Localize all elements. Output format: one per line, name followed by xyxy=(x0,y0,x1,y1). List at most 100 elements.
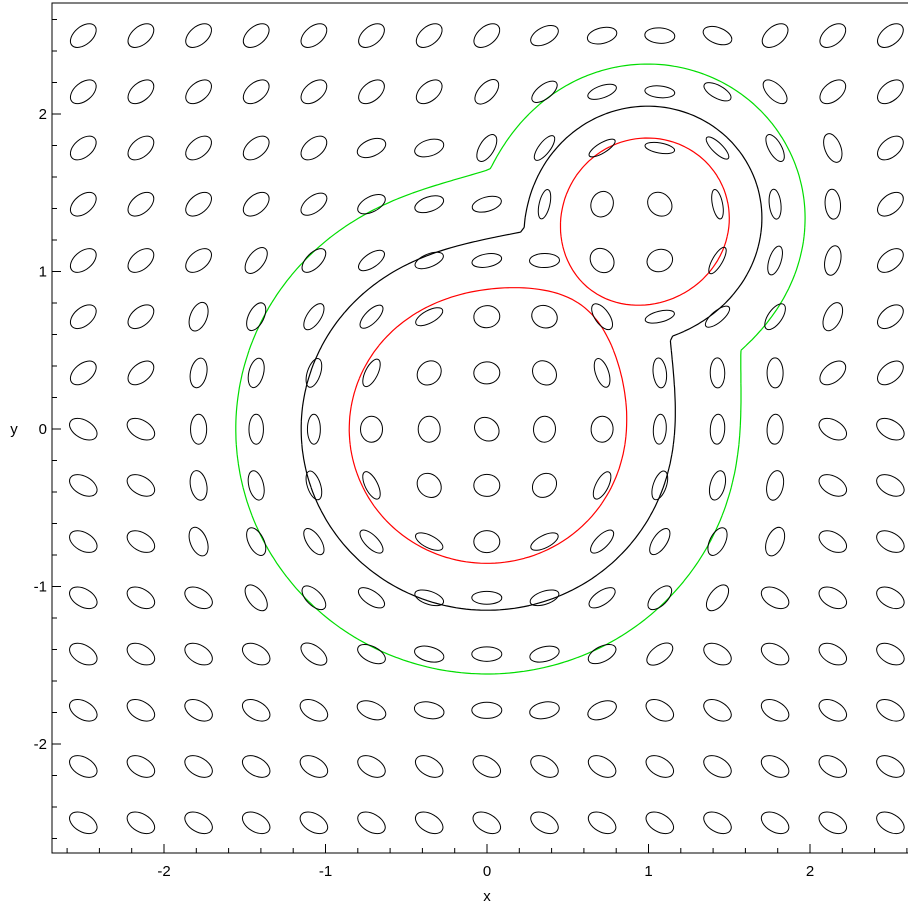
glyph-ellipse xyxy=(877,248,904,273)
glyph-ellipse xyxy=(590,529,615,554)
glyph-ellipse xyxy=(876,417,905,441)
glyph-ellipse xyxy=(711,188,724,220)
glyph-ellipse xyxy=(709,357,726,389)
glyph-ellipse xyxy=(474,416,500,442)
glyph-ellipse xyxy=(876,642,905,666)
glyph-ellipse xyxy=(531,304,558,329)
glyph-ellipse xyxy=(760,755,790,778)
glyph-ellipse xyxy=(303,303,325,331)
glyph-ellipse xyxy=(587,83,617,100)
glyph-ellipse xyxy=(818,474,848,497)
glyph-ellipse xyxy=(127,248,155,273)
glyph-ellipse xyxy=(247,357,265,389)
contour-2 xyxy=(300,105,763,611)
glyph-ellipse xyxy=(761,23,789,48)
glyph-ellipse xyxy=(818,755,848,778)
glyph-ellipse xyxy=(703,755,732,778)
glyph-ellipse xyxy=(702,25,733,46)
glyph-ellipse xyxy=(645,755,675,778)
glyph-ellipse xyxy=(184,811,213,835)
glyph-ellipse xyxy=(306,413,321,445)
glyph-ellipse xyxy=(359,415,384,443)
glyph-ellipse xyxy=(818,698,848,722)
glyph-ellipse xyxy=(69,191,97,217)
glyph-ellipse xyxy=(587,811,617,835)
glyph-ellipse xyxy=(472,755,502,778)
glyph-ellipse xyxy=(414,195,445,214)
glyph-ellipse xyxy=(532,360,557,386)
glyph-ellipse xyxy=(590,415,614,443)
glyph-ellipse xyxy=(704,305,731,328)
axis-frame xyxy=(51,2,908,854)
glyph-ellipse xyxy=(471,253,503,268)
glyph-ellipse xyxy=(300,79,328,105)
glyph-ellipse xyxy=(414,645,445,663)
glyph-ellipse xyxy=(305,470,323,501)
glyph-ellipse xyxy=(644,27,676,44)
glyph-ellipse xyxy=(708,470,727,501)
glyph-ellipse xyxy=(69,417,98,441)
glyph-ellipse xyxy=(362,471,381,500)
glyph-ellipse xyxy=(241,755,271,778)
glyph-ellipse xyxy=(244,584,268,612)
glyph-ellipse xyxy=(126,530,156,553)
glyph-ellipse xyxy=(357,755,386,778)
glyph-ellipse xyxy=(126,642,156,666)
glyph-ellipse xyxy=(818,586,848,610)
glyph-ellipse xyxy=(184,642,213,666)
glyph-ellipse xyxy=(823,133,843,163)
glyph-ellipse xyxy=(69,642,98,666)
glyph-ellipse xyxy=(69,23,97,48)
glyph-ellipse xyxy=(303,528,325,556)
glyph-ellipse xyxy=(188,526,209,557)
glyph-ellipse xyxy=(645,811,675,835)
glyph-ellipse xyxy=(587,644,617,665)
glyph-ellipse xyxy=(185,23,212,48)
glyph-ellipse xyxy=(530,755,559,778)
glyph-ellipse xyxy=(824,245,842,276)
glyph-ellipse xyxy=(471,646,503,662)
glyph-ellipse xyxy=(708,246,727,275)
glyph-ellipse xyxy=(242,191,270,217)
glyph-ellipse xyxy=(703,82,732,102)
glyph-ellipse xyxy=(299,811,329,835)
glyph-ellipse xyxy=(760,586,790,610)
x-tick-label: 1 xyxy=(644,863,652,880)
glyph-ellipse xyxy=(301,585,327,611)
glyph-ellipse xyxy=(414,811,444,835)
glyph-ellipse xyxy=(185,248,212,273)
contour-lines xyxy=(235,63,806,675)
glyph-ellipse xyxy=(765,526,786,557)
glyph-ellipse xyxy=(414,251,444,270)
glyph-ellipse xyxy=(126,755,156,778)
glyph-ellipse xyxy=(414,589,445,607)
glyph-ellipse xyxy=(69,360,97,386)
glyph-ellipse xyxy=(359,304,384,329)
glyph-ellipse xyxy=(877,135,904,161)
x-tick-label: -2 xyxy=(157,863,170,880)
glyph-ellipse xyxy=(472,811,502,835)
glyph-ellipse xyxy=(127,23,155,48)
glyph-ellipse xyxy=(356,137,387,159)
glyph-ellipse xyxy=(300,135,328,161)
glyph-ellipse xyxy=(69,135,97,161)
glyph-ellipse xyxy=(300,23,328,48)
glyph-ellipse xyxy=(473,473,501,497)
glyph-ellipse xyxy=(876,474,905,497)
glyph-ellipse xyxy=(703,642,732,666)
glyph-ellipse xyxy=(185,135,212,161)
contour-1 xyxy=(348,137,730,564)
glyph-ellipse xyxy=(760,811,790,835)
glyph-ellipse xyxy=(876,811,905,835)
glyph-ellipse xyxy=(246,527,267,556)
glyph-ellipse xyxy=(876,755,905,778)
glyph-ellipse xyxy=(819,79,847,105)
glyph-ellipse xyxy=(531,80,558,103)
glyph-ellipse xyxy=(824,188,842,220)
glyph-ellipse xyxy=(69,530,98,553)
glyph-ellipse xyxy=(649,528,671,556)
axes: -2 -1 0 1 2 -2 -1 0 1 2 xyxy=(34,2,908,880)
glyph-ellipse xyxy=(241,642,271,666)
glyph-ellipse xyxy=(645,698,675,722)
glyph-ellipse xyxy=(877,23,904,48)
